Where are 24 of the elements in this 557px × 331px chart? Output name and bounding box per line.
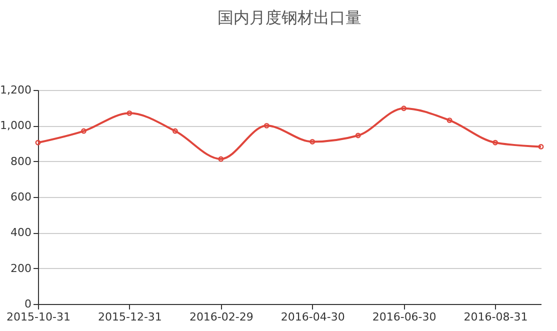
point — [126, 110, 132, 116]
point — [492, 140, 498, 146]
point — [172, 128, 178, 134]
chart-title: 国内月度钢材出口量 — [218, 8, 362, 27]
y-tick-label: 1,200 — [0, 84, 32, 96]
point — [401, 106, 407, 112]
x-tick-label: 2015-10-31 — [6, 310, 70, 324]
point — [81, 128, 86, 134]
x-tick-label: 2016-06-30 — [372, 310, 436, 324]
y-tick-label: 1,000 — [0, 119, 32, 132]
x-tick-label: 2016-04-30 — [280, 310, 345, 324]
y-tick-label: 600 — [10, 190, 32, 204]
point — [264, 122, 270, 128]
y-tick-label: 800 — [10, 154, 32, 168]
y-tick-label: 200 — [10, 262, 32, 275]
point — [446, 118, 452, 124]
point — [310, 139, 316, 144]
x-tick-label: 2016-08-31 — [464, 310, 528, 324]
y-tick-label: 0 — [24, 298, 32, 310]
x-tick-label: 2016-02-29 — [189, 310, 254, 324]
y-tick-label: 400 — [10, 226, 32, 240]
point — [218, 156, 224, 162]
x-tick-label: 2015-12-31 — [98, 310, 162, 324]
point — [355, 132, 361, 138]
